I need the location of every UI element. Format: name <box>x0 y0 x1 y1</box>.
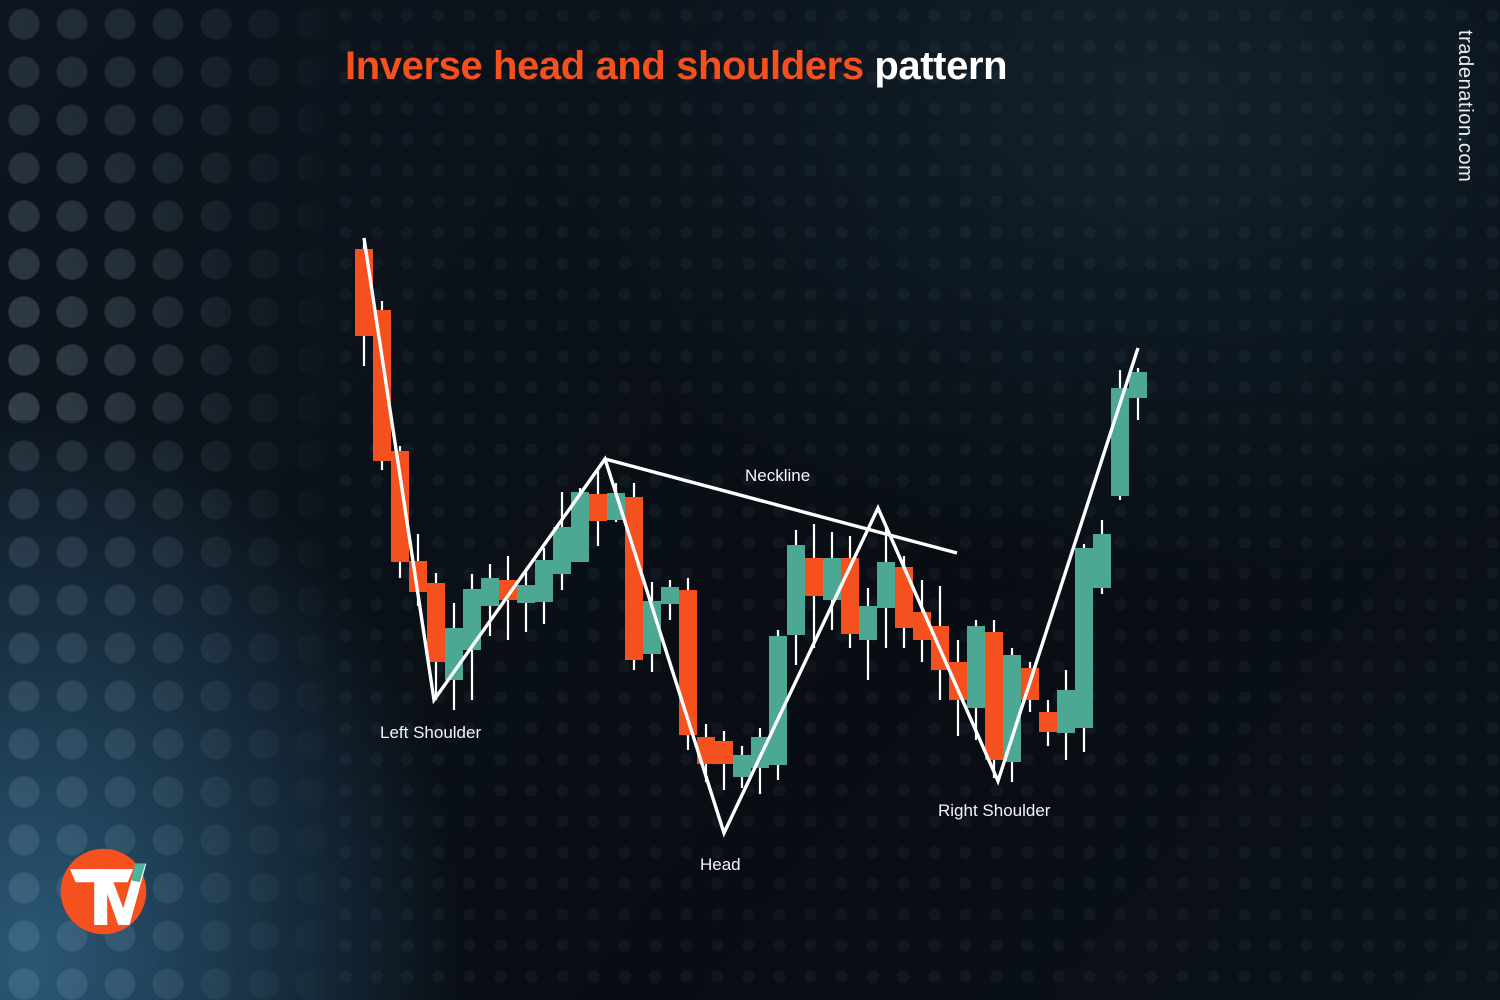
candlestick <box>1129 368 1147 420</box>
candlestick <box>355 243 373 366</box>
candlestick <box>967 620 985 740</box>
candle-body-down <box>805 558 823 596</box>
candle-body-down <box>391 451 409 562</box>
candle-body-down <box>499 580 517 600</box>
candle-body-up <box>877 562 895 608</box>
candle-body-up <box>481 578 499 606</box>
candlestick <box>481 564 499 636</box>
candlestick <box>517 570 535 632</box>
candlestick <box>1093 520 1111 594</box>
candlestick <box>823 532 841 630</box>
candle-body-up <box>769 636 787 765</box>
logo-accent-mark <box>131 863 146 883</box>
trendline-layer <box>362 237 1140 838</box>
candle-body-down <box>427 583 445 662</box>
tradenation-logo[interactable] <box>57 845 150 938</box>
candle-body-down <box>625 497 643 660</box>
candlestick <box>751 728 769 794</box>
candlestick <box>931 586 949 700</box>
candlestick <box>445 603 463 710</box>
candlestick <box>1075 544 1093 752</box>
label-right-shoulder: Right Shoulder <box>938 801 1051 820</box>
candlestick <box>1039 700 1057 746</box>
neckline-layer <box>604 457 958 555</box>
candle-body-down <box>679 590 697 735</box>
label-head: Head <box>700 855 741 874</box>
candle-body-up <box>535 560 553 602</box>
candlestick <box>535 548 553 624</box>
candlestick <box>859 588 877 680</box>
title-plain: pattern <box>863 44 1008 88</box>
candle-body-down <box>1039 712 1057 732</box>
candlestick <box>1003 648 1021 782</box>
candle-body-up <box>733 755 751 777</box>
candlestick <box>733 746 751 788</box>
candlestick <box>463 574 481 700</box>
watermark-tradenation: tradenation.com <box>1454 30 1476 183</box>
neckline <box>604 457 958 555</box>
candle-body-up <box>553 527 571 574</box>
candlestick <box>805 524 823 648</box>
label-left-shoulder: Left Shoulder <box>380 723 482 742</box>
candle-body-up <box>1075 548 1093 728</box>
candlestick <box>877 528 895 648</box>
candle-body-up <box>859 606 877 640</box>
candle-body-up <box>1129 372 1147 398</box>
candle-body-up <box>1003 655 1021 762</box>
title-highlight: Inverse head and shoulders <box>345 44 864 88</box>
candlestick <box>427 573 445 700</box>
candlestick <box>553 492 571 590</box>
candle-body-down <box>355 249 373 336</box>
pattern-trendline <box>362 237 1140 838</box>
candlestick <box>769 630 787 780</box>
candlestick <box>571 488 589 562</box>
candle-body-up <box>571 492 589 562</box>
candlestick <box>589 470 607 546</box>
candle-body-up <box>661 587 679 604</box>
candlestick <box>661 580 679 620</box>
label-neckline: Neckline <box>745 466 811 485</box>
candlestick <box>787 530 805 665</box>
candlestick <box>625 483 643 670</box>
candlestick <box>985 620 1003 778</box>
candle-body-down <box>949 662 967 700</box>
candle-body-down <box>985 632 1003 760</box>
candle-body-up <box>1057 690 1075 733</box>
candle-body-down <box>373 310 391 461</box>
candle-body-up <box>517 585 535 603</box>
page-title: Inverse head and shoulders pattern <box>345 44 1008 89</box>
candle-body-down <box>715 741 733 764</box>
candlestick <box>373 301 391 470</box>
candles-layer <box>355 243 1147 794</box>
logo-monogram-tn <box>70 863 147 925</box>
candle-body-up <box>787 545 805 635</box>
candlestick <box>1057 670 1075 760</box>
candlestick <box>715 731 733 790</box>
candle-body-up <box>823 558 841 600</box>
candle-body-up <box>463 589 481 650</box>
candle-body-down <box>895 567 913 628</box>
candle-body-up <box>967 626 985 708</box>
candlestick <box>643 582 661 672</box>
candle-body-up <box>1093 534 1111 588</box>
candle-body-down <box>589 494 607 521</box>
candle-body-up <box>643 601 661 654</box>
